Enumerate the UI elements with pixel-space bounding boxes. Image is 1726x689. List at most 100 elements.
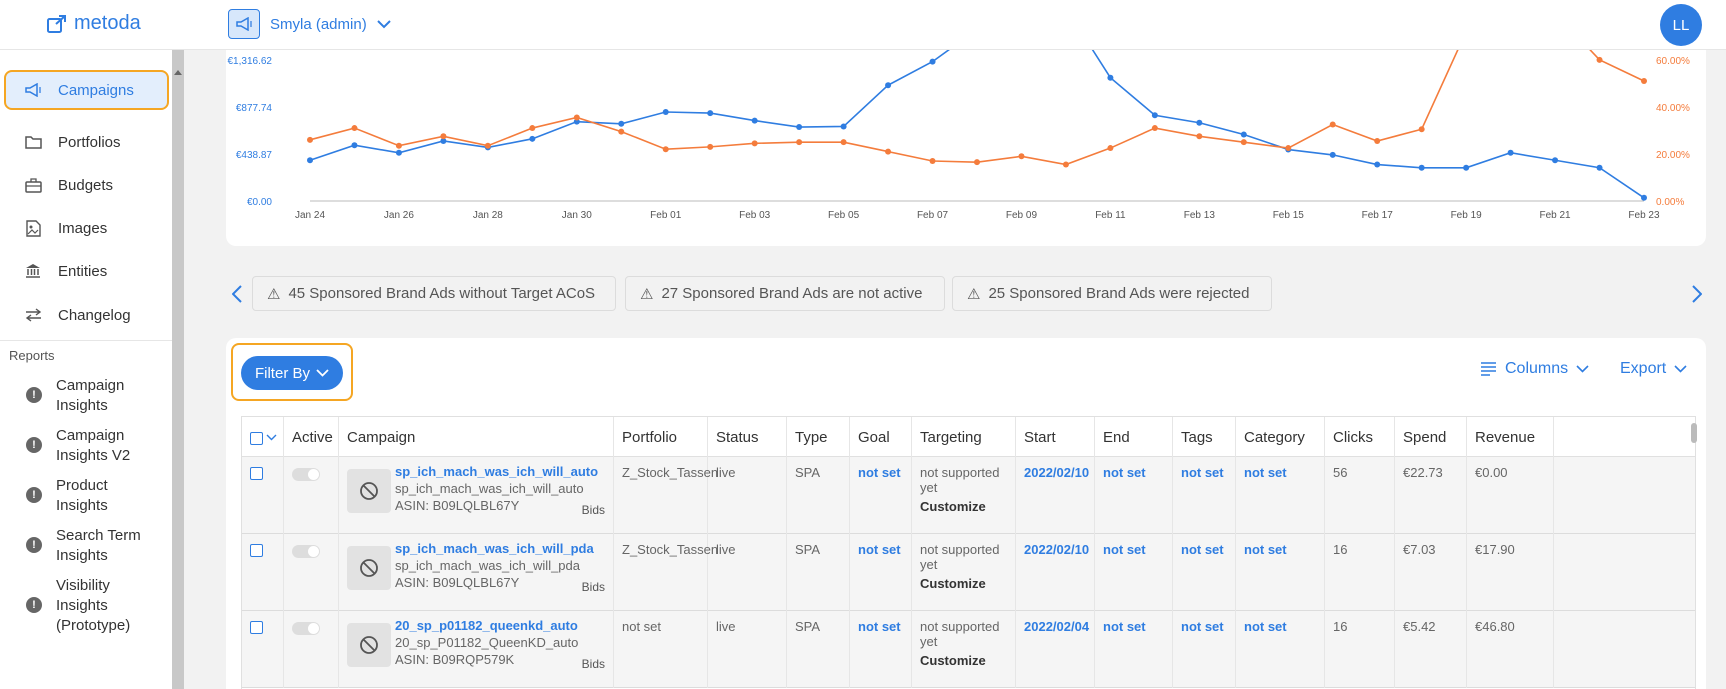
campaign-name-link[interactable]: 20_sp_p01182_queenkd_auto xyxy=(395,618,578,633)
category-cell[interactable]: not set xyxy=(1236,611,1325,688)
sidebar-scrollbar[interactable] xyxy=(172,50,184,689)
filter-by-button[interactable]: Filter By xyxy=(241,356,343,390)
column-header-category[interactable]: Category xyxy=(1236,417,1325,457)
active-toggle[interactable] xyxy=(292,545,320,558)
report-product-insights[interactable]: ! Product Insights xyxy=(26,476,166,516)
series-point-left xyxy=(707,110,714,117)
bids-link[interactable]: Bids xyxy=(581,580,605,594)
column-header-targeting[interactable]: Targeting xyxy=(912,417,1016,457)
series-point-left xyxy=(307,157,313,164)
end-date-cell[interactable]: not set xyxy=(1095,611,1173,688)
swap-icon xyxy=(24,306,42,324)
campaign-name-link[interactable]: sp_ich_mach_was_ich_will_auto xyxy=(395,464,599,479)
chevron-right-icon xyxy=(1692,285,1703,303)
chevron-down-icon[interactable] xyxy=(266,434,277,441)
sidebar-item-budgets[interactable]: Budgets xyxy=(0,165,172,205)
column-header-tags[interactable]: Tags xyxy=(1173,417,1236,457)
sidebar-item-label: Campaigns xyxy=(58,81,134,99)
bids-link[interactable]: Bids xyxy=(581,503,605,517)
tags-cell[interactable]: not set xyxy=(1173,457,1236,534)
alert-chip[interactable]: ⚠ 45 Sponsored Brand Ads without Target … xyxy=(252,276,616,311)
series-point-right xyxy=(1151,125,1158,132)
series-point-left xyxy=(618,120,625,127)
alert-chip[interactable]: ⚠ 27 Sponsored Brand Ads are not active xyxy=(625,276,945,311)
columns-button[interactable]: Columns xyxy=(1480,360,1589,378)
select-all-header[interactable] xyxy=(242,417,284,457)
row-select-cell xyxy=(242,534,284,611)
alerts-next-button[interactable] xyxy=(1692,283,1703,309)
user-avatar[interactable]: LL xyxy=(1660,4,1702,46)
targeting-cell: not supported yet Customize xyxy=(912,534,1016,611)
column-header-portfolio[interactable]: Portfolio xyxy=(614,417,708,457)
column-header-end[interactable]: End xyxy=(1095,417,1173,457)
start-date-cell[interactable]: 2022/02/10 xyxy=(1016,457,1095,534)
column-header-revenue[interactable]: Revenue xyxy=(1467,417,1554,457)
table-row[interactable]: sp_ich_mach_was_ich_will_auto sp_ich_mac… xyxy=(242,457,1695,534)
bids-link[interactable]: Bids xyxy=(581,657,605,671)
table-row[interactable]: sp_ich_mach_was_ich_will_pda sp_ich_mach… xyxy=(242,534,1695,611)
column-header-status[interactable]: Status xyxy=(708,417,787,457)
report-visibility-insights[interactable]: ! Visibility Insights (Prototype) xyxy=(26,576,166,636)
account-switcher[interactable]: Smyla (admin) xyxy=(228,9,391,39)
x-tick-label: Feb 23 xyxy=(1628,210,1660,221)
app-logo[interactable]: metoda xyxy=(46,12,141,35)
report-search-term-insights[interactable]: ! Search Term Insights xyxy=(26,526,166,566)
clicks-cell: 56 xyxy=(1325,457,1395,534)
goal-cell[interactable]: not set xyxy=(850,534,912,611)
alert-icon: ! xyxy=(26,537,42,553)
column-header-start[interactable]: Start xyxy=(1016,417,1095,457)
series-point-left xyxy=(1418,164,1425,171)
row-checkbox[interactable] xyxy=(250,544,263,557)
table-row[interactable]: 20_sp_p01182_queenkd_auto 20_sp_P01182_Q… xyxy=(242,611,1695,688)
report-label: Insights xyxy=(56,597,108,614)
active-toggle[interactable] xyxy=(292,468,320,481)
campaign-subtitle: 20_sp_P01182_QueenKD_auto xyxy=(395,635,579,650)
goal-cell[interactable]: not set xyxy=(850,457,912,534)
active-toggle[interactable] xyxy=(292,622,320,635)
tags-cell[interactable]: not set xyxy=(1173,611,1236,688)
start-date-cell[interactable]: 2022/02/10 xyxy=(1016,534,1095,611)
x-tick-label: Feb 05 xyxy=(828,210,860,221)
campaign-name-link[interactable]: sp_ich_mach_was_ich_will_pda xyxy=(395,541,594,556)
alerts-prev-button[interactable] xyxy=(231,283,242,309)
tags-cell[interactable]: not set xyxy=(1173,534,1236,611)
column-header-spend[interactable]: Spend xyxy=(1395,417,1467,457)
alert-chip[interactable]: ⚠ 25 Sponsored Brand Ads were rejected xyxy=(952,276,1272,311)
table-scrollbar[interactable] xyxy=(1691,423,1697,443)
start-date-cell[interactable]: 2022/02/04 xyxy=(1016,611,1095,688)
series-point-left xyxy=(1196,119,1203,126)
column-header-clicks[interactable]: Clicks xyxy=(1325,417,1395,457)
goal-cell[interactable]: not set xyxy=(850,611,912,688)
sidebar-item-portfolios[interactable]: Portfolios xyxy=(0,122,172,162)
export-button[interactable]: Export xyxy=(1620,360,1687,378)
targeting-text: not supported yet xyxy=(920,619,1000,649)
series-point-right xyxy=(1196,133,1203,140)
series-point-left xyxy=(1596,164,1603,171)
x-tick-label: Feb 03 xyxy=(739,210,771,221)
customize-link[interactable]: Customize xyxy=(920,499,986,514)
sidebar-item-entities[interactable]: Entities xyxy=(0,251,172,291)
column-header-type[interactable]: Type xyxy=(787,417,850,457)
customize-link[interactable]: Customize xyxy=(920,576,986,591)
chevron-left-icon xyxy=(231,285,242,303)
column-header-goal[interactable]: Goal xyxy=(850,417,912,457)
scroll-up-icon[interactable] xyxy=(174,70,182,75)
campaigns-table-card: Filter By Columns Export Active Campaign… xyxy=(226,338,1706,689)
sidebar-item-campaigns[interactable]: Campaigns xyxy=(4,70,169,110)
category-cell[interactable]: not set xyxy=(1236,457,1325,534)
row-checkbox[interactable] xyxy=(250,467,263,480)
report-label: (Prototype) xyxy=(56,617,131,634)
end-date-cell[interactable]: not set xyxy=(1095,534,1173,611)
end-date-cell[interactable]: not set xyxy=(1095,457,1173,534)
column-header-active[interactable]: Active xyxy=(284,417,339,457)
report-campaign-insights-v2[interactable]: ! Campaign Insights V2 xyxy=(26,426,166,466)
x-tick-label: Jan 28 xyxy=(473,210,503,221)
customize-link[interactable]: Customize xyxy=(920,653,986,668)
sidebar-item-images[interactable]: Images xyxy=(0,208,172,248)
report-campaign-insights[interactable]: ! Campaign Insights xyxy=(26,376,166,416)
select-all-checkbox[interactable] xyxy=(250,431,263,445)
column-header-campaign[interactable]: Campaign xyxy=(339,417,614,457)
sidebar-item-changelog[interactable]: Changelog xyxy=(0,295,172,335)
category-cell[interactable]: not set xyxy=(1236,534,1325,611)
row-checkbox[interactable] xyxy=(250,621,263,634)
